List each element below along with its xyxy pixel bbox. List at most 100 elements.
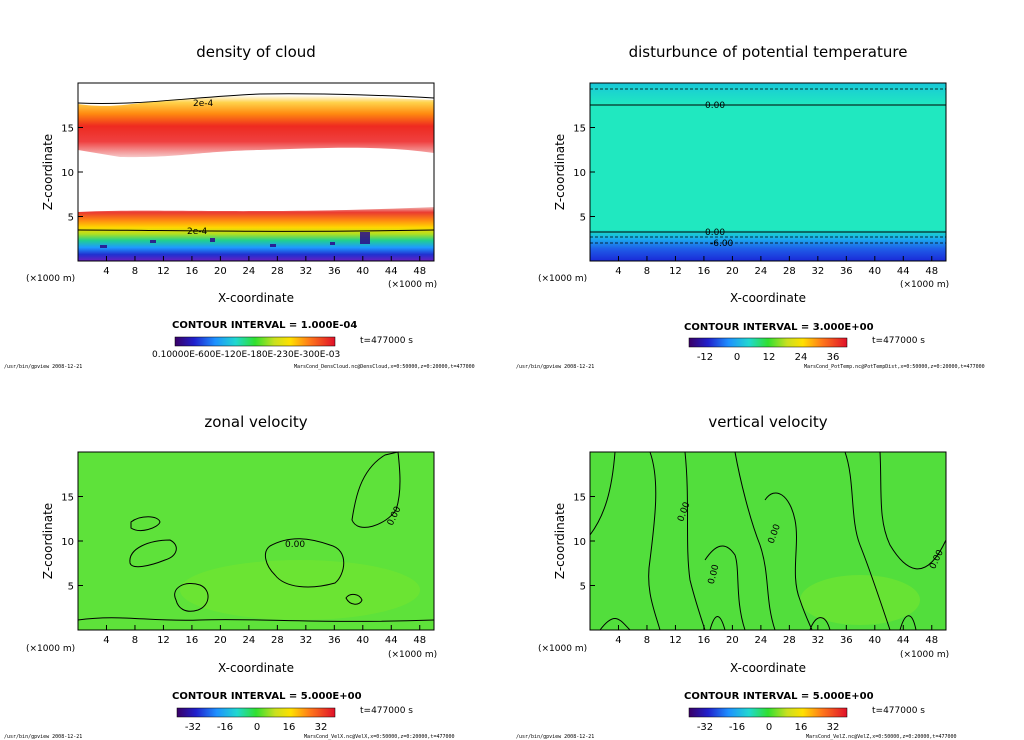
colorbar-tick-label: 0 bbox=[734, 352, 740, 363]
x-tick-label: 12 bbox=[157, 266, 170, 277]
x-tick-label: 20 bbox=[214, 635, 227, 646]
colorbar-tick-label: -32 bbox=[185, 722, 201, 733]
x-tick-label: 36 bbox=[840, 266, 853, 277]
time-label: t=477000 s bbox=[872, 706, 925, 716]
x-tick-label: 24 bbox=[243, 635, 256, 646]
x-tick-label: 16 bbox=[698, 266, 711, 277]
plot-area: 0.00 0.00 0.00 0.00 bbox=[589, 451, 947, 631]
footer-right: MarsCond_PotTemp.nc@PotTempDist,x=0:5000… bbox=[804, 364, 985, 370]
y-tick-label: 5 bbox=[580, 582, 586, 593]
plot-area: 2e-4 2e-4 bbox=[77, 82, 435, 262]
chart-title: disturbunce of potential temperature bbox=[629, 43, 908, 61]
contour-label: 0.00 bbox=[705, 101, 725, 111]
y-tick-label: 10 bbox=[573, 537, 586, 548]
footer-right: MarsCond_VelX.nc@VelX,x=0:50000,z=0:2000… bbox=[304, 734, 455, 740]
y-tick-label: 15 bbox=[61, 124, 74, 135]
x-unit-left: (×1000 m) bbox=[538, 274, 587, 284]
x-unit-right: (×1000 m) bbox=[388, 280, 437, 290]
x-tick-label: 4 bbox=[615, 635, 621, 646]
x-tick-label: 48 bbox=[925, 635, 938, 646]
colorbar-labels: 0.10000E-600E-120E-180E-230E-300E-03 bbox=[152, 350, 340, 360]
panel-potential-temperature: disturbunce of potential temperature 0.0… bbox=[516, 43, 985, 370]
chart-title: zonal velocity bbox=[204, 413, 307, 431]
x-tick-label: 32 bbox=[811, 635, 824, 646]
x-axis-label: X-coordinate bbox=[218, 291, 294, 305]
x-unit-left: (×1000 m) bbox=[26, 644, 75, 654]
colorbar bbox=[176, 707, 336, 718]
time-label: t=477000 s bbox=[360, 706, 413, 716]
colorbar-tick-label: -16 bbox=[729, 722, 745, 733]
colorbar bbox=[688, 337, 848, 348]
colorbar-tick-label: 0 bbox=[254, 722, 260, 733]
x-tick-label: 12 bbox=[157, 635, 170, 646]
x-tick-label: 8 bbox=[644, 635, 650, 646]
x-tick-label: 32 bbox=[299, 635, 312, 646]
y-axis-label: Z-coordinate bbox=[553, 134, 567, 210]
x-tick-label: 4 bbox=[103, 266, 109, 277]
time-label: t=477000 s bbox=[872, 336, 925, 346]
x-tick-label: 24 bbox=[243, 266, 256, 277]
colorbar-tick-label: 16 bbox=[795, 722, 808, 733]
footer-left: /usr/bin/gpview 2008-12-21 bbox=[516, 364, 594, 370]
x-tick-label: 44 bbox=[897, 635, 910, 646]
y-tick-label: 10 bbox=[61, 537, 74, 548]
x-unit-left: (×1000 m) bbox=[538, 644, 587, 654]
x-tick-label: 28 bbox=[783, 266, 796, 277]
x-unit-right: (×1000 m) bbox=[900, 280, 949, 290]
y-axis-label: Z-coordinate bbox=[553, 503, 567, 579]
x-tick-label: 48 bbox=[413, 266, 426, 277]
y-tick-label: 5 bbox=[580, 213, 586, 224]
contour-interval: CONTOUR INTERVAL = 5.000E+00 bbox=[684, 691, 874, 702]
x-tick-label: 20 bbox=[214, 266, 227, 277]
x-tick-label: 40 bbox=[868, 635, 881, 646]
y-tick-label: 15 bbox=[573, 493, 586, 504]
x-tick-label: 16 bbox=[186, 266, 199, 277]
panel-zonal-velocity: zonal velocity 0.00 0.00 4 8 12 16 20 24 28 32 3… bbox=[4, 413, 455, 740]
x-tick-label: 12 bbox=[669, 266, 682, 277]
y-axis-label: Z-coordinate bbox=[41, 134, 55, 210]
footer-left: /usr/bin/gpview 2008-12-21 bbox=[4, 734, 82, 740]
colorbar bbox=[688, 707, 848, 718]
x-tick-label: 8 bbox=[132, 266, 138, 277]
panel-vertical-velocity: vertical velocity 0.00 0.00 0.00 0. bbox=[516, 413, 957, 740]
x-tick-label: 20 bbox=[726, 635, 739, 646]
x-unit-left: (×1000 m) bbox=[26, 274, 75, 284]
contour-label: 2e-4 bbox=[187, 227, 208, 237]
x-tick-label: 8 bbox=[132, 635, 138, 646]
x-tick-label: 4 bbox=[615, 266, 621, 277]
x-tick-label: 12 bbox=[669, 635, 682, 646]
colorbar-tick-label: 16 bbox=[283, 722, 296, 733]
x-tick-label: 44 bbox=[385, 266, 398, 277]
panel-density-of-cloud: density of cloud 2e-4 2e-4 4 8 12 16 20 24 28 3… bbox=[4, 43, 475, 370]
y-tick-label: 15 bbox=[573, 124, 586, 135]
contour-label: -6.00 bbox=[710, 239, 734, 249]
contour-interval: CONTOUR INTERVAL = 3.000E+00 bbox=[684, 322, 874, 333]
x-tick-label: 16 bbox=[186, 635, 199, 646]
plot-area: 0.00 0.00 -6.00 bbox=[589, 82, 947, 262]
colorbar-tick-label: 32 bbox=[315, 722, 328, 733]
x-tick-label: 4 bbox=[103, 635, 109, 646]
x-axis-label: X-coordinate bbox=[218, 661, 294, 675]
y-tick-label: 10 bbox=[573, 168, 586, 179]
x-tick-label: 8 bbox=[644, 266, 650, 277]
x-tick-label: 32 bbox=[299, 266, 312, 277]
y-tick-label: 10 bbox=[61, 168, 74, 179]
colorbar-tick-label: -12 bbox=[697, 352, 713, 363]
x-tick-label: 36 bbox=[840, 635, 853, 646]
x-tick-label: 24 bbox=[755, 635, 768, 646]
x-tick-label: 24 bbox=[755, 266, 768, 277]
x-tick-label: 40 bbox=[868, 266, 881, 277]
x-tick-label: 28 bbox=[271, 266, 284, 277]
x-tick-label: 44 bbox=[897, 266, 910, 277]
x-tick-label: 48 bbox=[413, 635, 426, 646]
x-axis-label: X-coordinate bbox=[730, 291, 806, 305]
colorbar-tick-label: -32 bbox=[697, 722, 713, 733]
x-unit-right: (×1000 m) bbox=[388, 650, 437, 660]
colorbar-tick-label: 12 bbox=[763, 352, 776, 363]
x-tick-label: 36 bbox=[328, 635, 341, 646]
colorbar-tick-label: 32 bbox=[827, 722, 840, 733]
x-tick-label: 44 bbox=[385, 635, 398, 646]
footer-left: /usr/bin/gpview 2008-12-21 bbox=[4, 364, 82, 370]
footer-right: MarsCond_VelZ.nc@VelZ,x=0:50000,z=0:2000… bbox=[806, 734, 957, 740]
